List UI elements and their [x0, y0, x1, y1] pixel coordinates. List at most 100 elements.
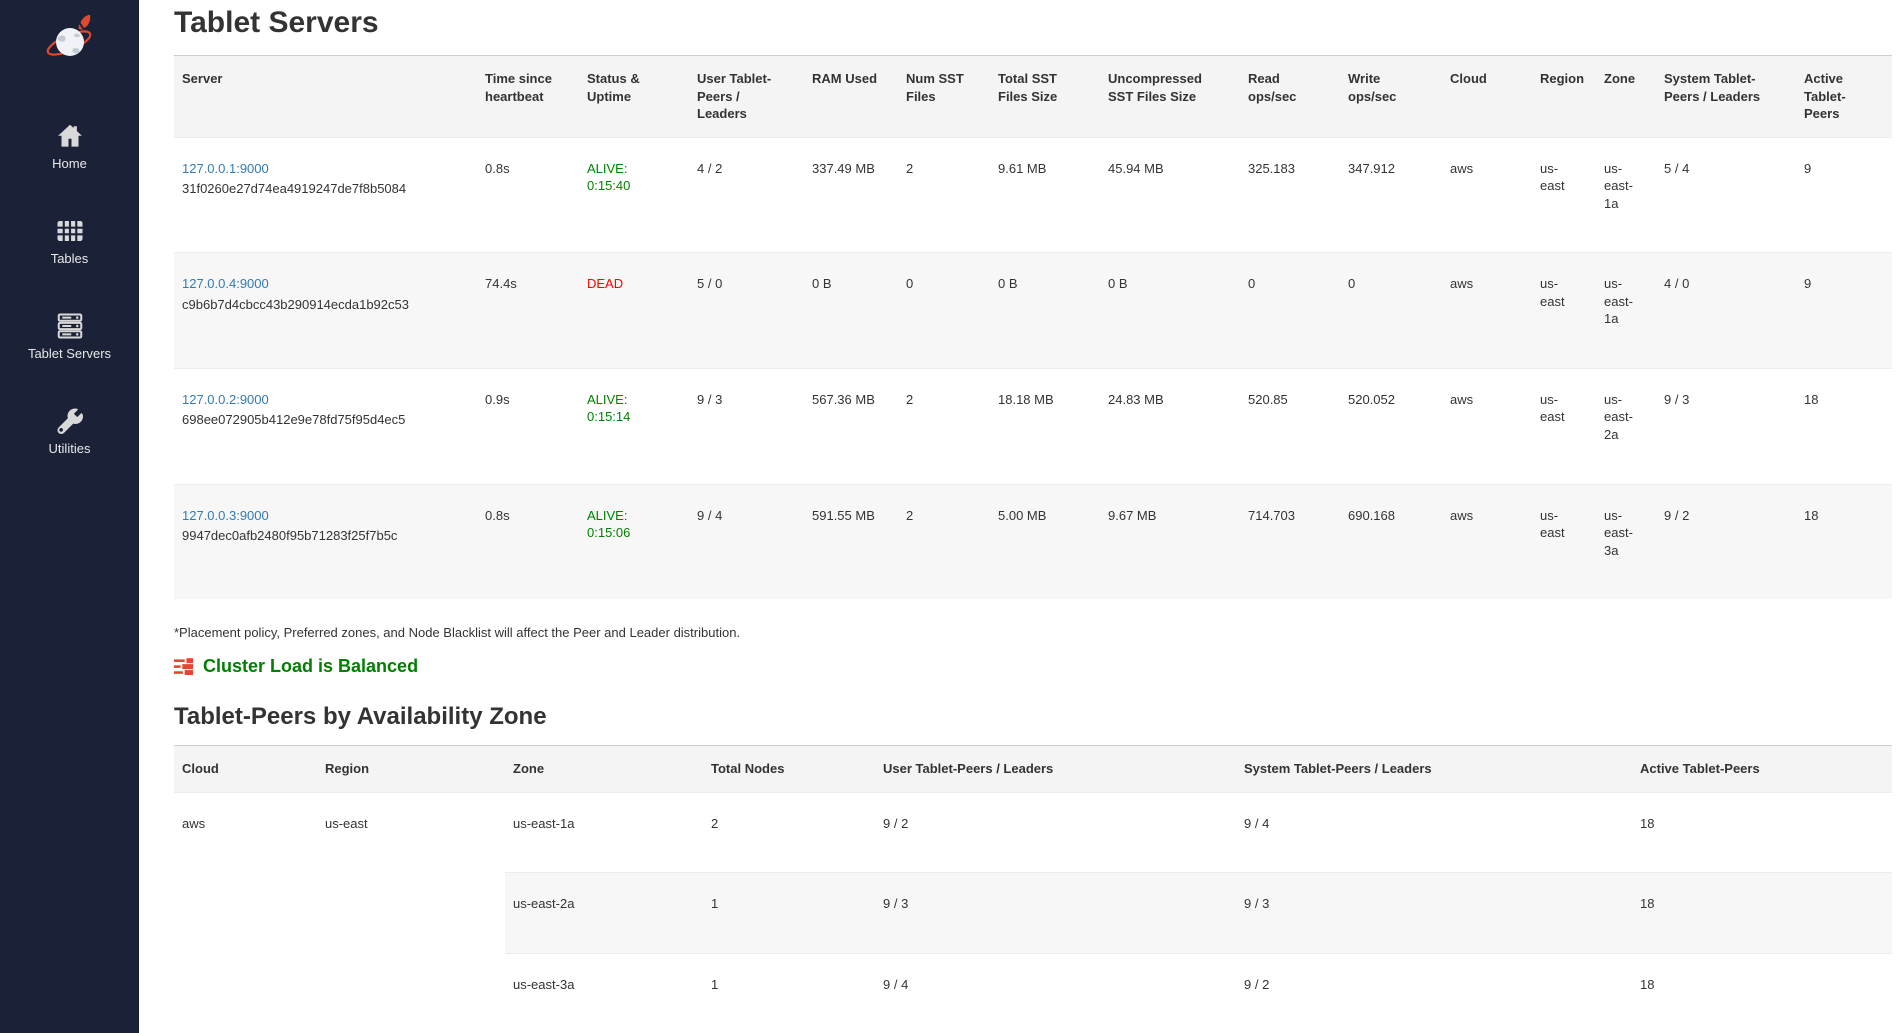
system-peers-cell: 5 / 4 [1656, 136, 1796, 253]
read-ops-cell: 520.85 [1240, 367, 1340, 485]
col-server: Server [174, 55, 477, 138]
ram-used-cell: 591.55 MB [804, 483, 898, 600]
cloud-cell: aws [1442, 136, 1532, 253]
write-ops-cell: 0 [1340, 252, 1442, 369]
write-ops-cell: 347.912 [1340, 136, 1442, 253]
col-zone: Zone [1596, 55, 1656, 138]
cloud-cell: aws [1442, 252, 1532, 369]
sidebar-item-label: Utilities [48, 441, 91, 456]
num-sst-cell: 2 [898, 483, 990, 600]
home-icon [55, 121, 85, 151]
placement-footnote: *Placement policy, Preferred zones, and … [174, 625, 741, 641]
server-cell: 127.0.0.3:9000 9947dec0afb2480f95b71283f… [174, 483, 477, 600]
region-cell: us-east [1532, 252, 1596, 369]
status-cell: ALIVE: 0:15:14 [579, 367, 689, 485]
table-row: 127.0.0.4:9000 c9b6b7d4cbcc43b290914ecda… [174, 252, 1892, 369]
page-title: Tablet Servers [174, 6, 379, 39]
wrench-icon [55, 406, 85, 436]
num-sst-cell: 0 [898, 252, 990, 369]
sidebar-item-utilities[interactable]: Utilities [0, 406, 139, 456]
table-row: aws us-east us-east-1a 2 9 / 2 9 / 4 18 [174, 791, 1892, 1033]
col-zone: Zone [505, 745, 703, 793]
col-cloud: Cloud [174, 745, 317, 793]
col-system-peers: System Tablet-Peers / Leaders [1236, 745, 1632, 793]
user-peers-cell: 5 / 0 [689, 252, 804, 369]
zone-cell: us-east-3a [505, 952, 703, 1033]
active-peers-cell: 9 [1796, 136, 1892, 253]
system-peers-cell: 9 / 3 [1236, 872, 1632, 954]
col-total-sst: Total SST Files Size [990, 55, 1100, 138]
planet-rocket-logo-icon [46, 14, 91, 56]
col-user-peers: User Tablet-Peers / Leaders [689, 55, 804, 138]
server-cell: 127.0.0.1:9000 31f0260e27d74ea4919247de7… [174, 136, 477, 253]
zone-cell: us-east-1a [1596, 252, 1656, 369]
servers-stack-icon [55, 311, 85, 341]
sidebar-item-tablet-servers[interactable]: Tablet Servers [0, 311, 139, 361]
system-peers-cell: 9 / 3 [1656, 367, 1796, 485]
col-heartbeat: Time since heartbeat [477, 55, 579, 138]
user-peers-cell: 9 / 4 [875, 952, 1236, 1033]
status-cell: DEAD [579, 252, 689, 369]
user-peers-cell: 4 / 2 [689, 136, 804, 253]
zones-section-title: Tablet-Peers by Availability Zone [174, 703, 547, 731]
sidebar-item-label: Home [52, 156, 87, 171]
tablet-peers-by-zone-table: Cloud Region Zone Total Nodes User Table… [174, 745, 1892, 1033]
read-ops-cell: 714.703 [1240, 483, 1340, 600]
sidebar-nav: Home Tables Tablet Servers Utilities [0, 121, 139, 456]
server-link[interactable]: 127.0.0.3:9000 [182, 507, 269, 523]
server-link[interactable]: 127.0.0.2:9000 [182, 391, 269, 407]
user-peers-cell: 9 / 2 [875, 791, 1236, 873]
read-ops-cell: 325.183 [1240, 136, 1340, 253]
user-peers-cell: 9 / 3 [689, 367, 804, 485]
system-peers-cell: 9 / 4 [1236, 791, 1632, 873]
zone-cell: us-east-1a [1596, 136, 1656, 253]
ram-used-cell: 0 B [804, 252, 898, 369]
ram-used-cell: 567.36 MB [804, 367, 898, 485]
cluster-load-status: Cluster Load is Balanced [174, 656, 1892, 677]
table-row: us-east-2a 1 9 / 3 9 / 3 18 [174, 872, 1892, 954]
heartbeat-cell: 0.8s [477, 483, 579, 600]
sidebar-item-label: Tablet Servers [27, 346, 112, 361]
table-row: 127.0.0.3:9000 9947dec0afb2480f95b71283f… [174, 483, 1892, 600]
zone-cell: us-east-3a [1596, 483, 1656, 600]
region-cell: us-east [1532, 136, 1596, 253]
server-uuid: c9b6b7d4cbcc43b290914ecda1b92c53 [182, 296, 409, 312]
status-cell: ALIVE: 0:15:06 [579, 483, 689, 600]
user-peers-cell: 9 / 4 [689, 483, 804, 600]
active-peers-cell: 18 [1796, 367, 1892, 485]
col-system-peers: System Tablet-Peers / Leaders [1656, 55, 1796, 138]
write-ops-cell: 520.052 [1340, 367, 1442, 485]
active-peers-cell: 9 [1796, 252, 1892, 369]
col-cloud: Cloud [1442, 55, 1532, 138]
total-sst-cell: 18.18 MB [990, 367, 1100, 485]
num-sst-cell: 2 [898, 367, 990, 485]
cloud-cell: aws [1442, 483, 1532, 600]
num-sst-cell: 2 [898, 136, 990, 253]
read-ops-cell: 0 [1240, 252, 1340, 369]
col-total-nodes: Total Nodes [703, 745, 875, 793]
zone-cell: us-east-2a [505, 872, 703, 954]
tasks-icon [174, 658, 193, 676]
cloud-cell: aws [1442, 367, 1532, 485]
total-nodes-cell: 1 [703, 952, 875, 1033]
zone-cell: us-east-1a [505, 791, 703, 873]
tablet-servers-table: Server Time since heartbeat Status & Upt… [174, 55, 1892, 600]
uncompressed-sst-cell: 45.94 MB [1100, 136, 1240, 253]
col-active-peers: Active Tablet-Peers [1796, 55, 1892, 138]
sidebar-item-tables[interactable]: Tables [0, 216, 139, 266]
sidebar-item-home[interactable]: Home [0, 121, 139, 171]
servers-table-header-row: Server Time since heartbeat Status & Upt… [174, 55, 1892, 138]
yugabytedb-logo[interactable] [43, 12, 97, 66]
active-peers-cell: 18 [1632, 791, 1892, 873]
server-link[interactable]: 127.0.0.4:9000 [182, 276, 269, 292]
main-content: Tablet Servers Server Time since heartbe… [139, 0, 1900, 1033]
table-row: 127.0.0.1:9000 31f0260e27d74ea4919247de7… [174, 136, 1892, 253]
col-uncompressed-sst: Uncompressed SST Files Size [1100, 55, 1240, 138]
zones-table-header-row: Cloud Region Zone Total Nodes User Table… [174, 745, 1892, 793]
total-nodes-cell: 2 [703, 791, 875, 873]
user-peers-cell: 9 / 3 [875, 872, 1236, 954]
col-ram-used: RAM Used [804, 55, 898, 138]
region-cell: us-east [317, 791, 505, 1033]
heartbeat-cell: 0.8s [477, 136, 579, 253]
server-link[interactable]: 127.0.0.1:9000 [182, 160, 269, 176]
